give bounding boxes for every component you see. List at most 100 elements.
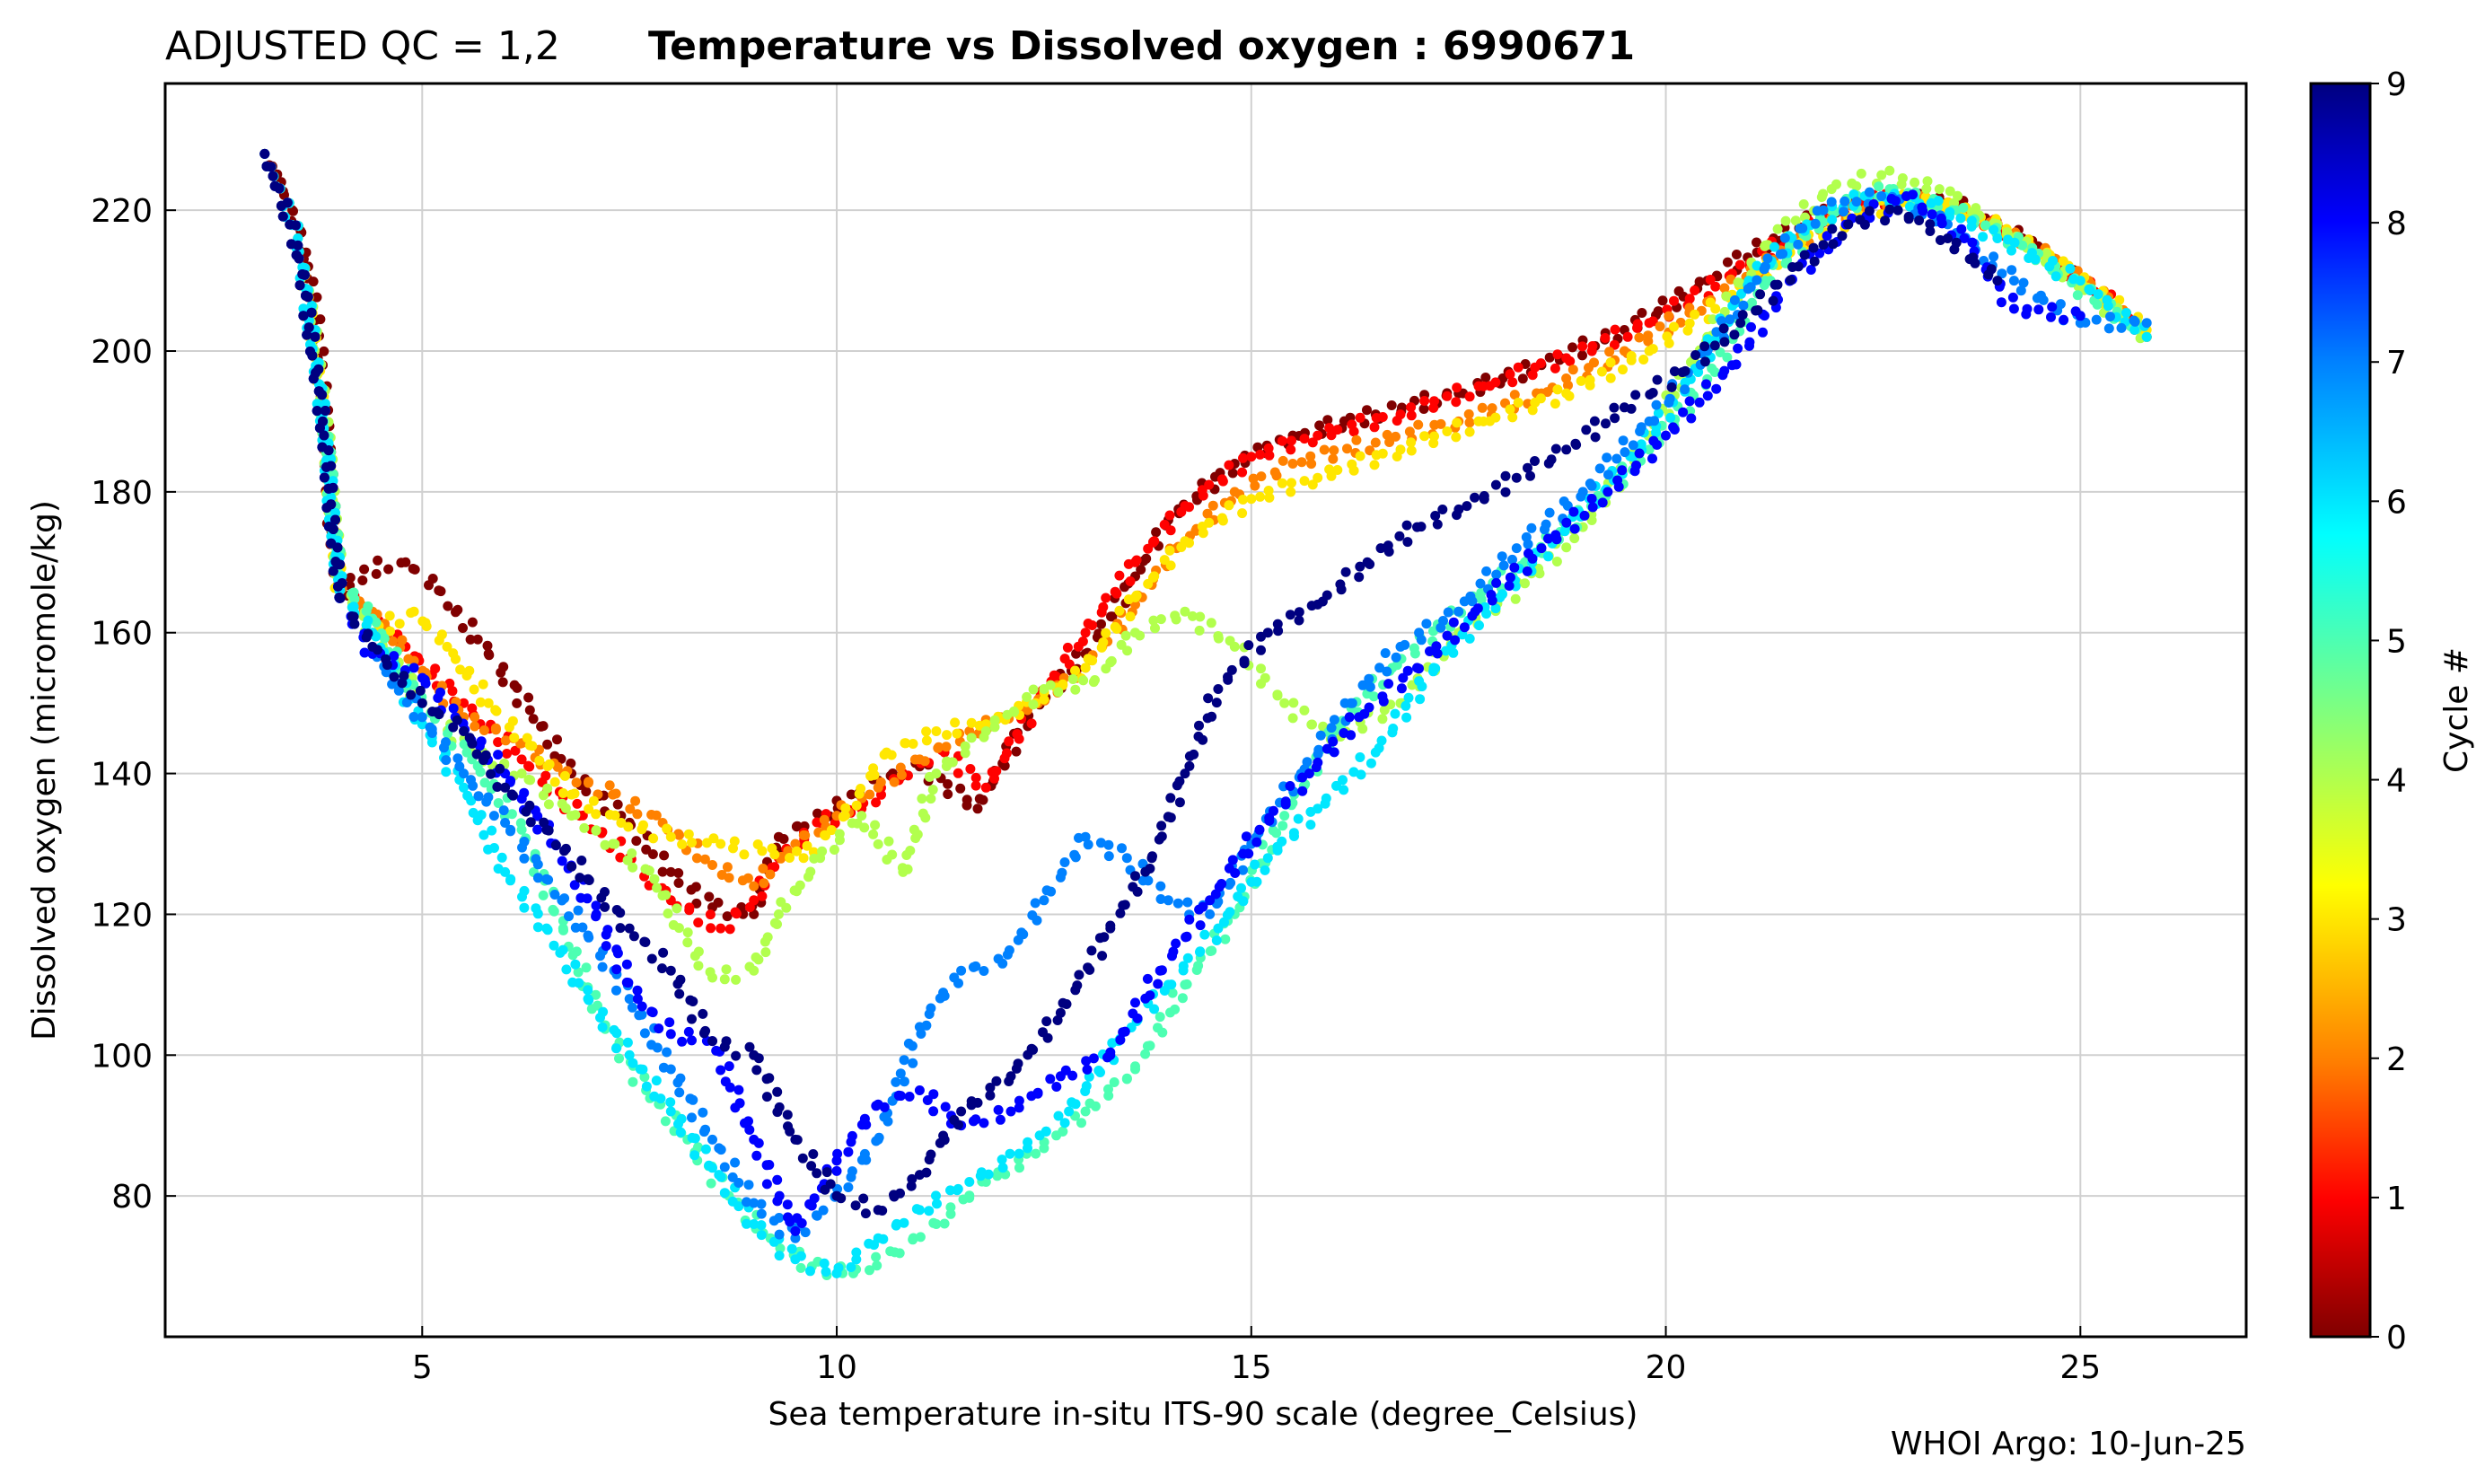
data-point	[970, 772, 981, 783]
data-point	[1603, 470, 1613, 480]
data-point	[302, 329, 312, 340]
data-point	[919, 756, 930, 767]
data-point	[500, 782, 511, 793]
data-point	[1148, 572, 1158, 583]
data-point	[1137, 858, 1148, 869]
data-point	[1164, 545, 1175, 556]
data-point	[819, 1258, 830, 1269]
data-point	[1229, 641, 1240, 652]
data-point	[934, 742, 944, 752]
data-point	[559, 846, 569, 856]
data-point	[724, 1082, 735, 1093]
data-point	[839, 811, 850, 821]
data-point	[572, 798, 583, 809]
data-point	[624, 1049, 635, 1060]
data-point	[907, 1041, 918, 1051]
data-point	[734, 1098, 745, 1109]
data-point	[1414, 663, 1424, 674]
data-point	[493, 750, 504, 760]
data-point	[716, 923, 726, 934]
data-point	[859, 1148, 870, 1159]
data-point	[1182, 897, 1193, 908]
data-point	[1618, 435, 1629, 446]
data-point	[821, 1267, 831, 1278]
data-point	[1647, 316, 1658, 327]
data-point	[1809, 256, 1820, 267]
x-tick-label: 15	[1231, 1349, 1272, 1386]
data-point	[858, 1193, 869, 1204]
data-point	[879, 1102, 890, 1112]
x-tick-label: 20	[1646, 1349, 1687, 1386]
data-point	[498, 662, 509, 672]
data-point	[1067, 1070, 1078, 1081]
data-point	[1083, 962, 1093, 973]
data-point	[486, 768, 496, 779]
data-point	[798, 853, 809, 864]
data-point	[782, 1199, 793, 1210]
data-point	[1026, 1043, 1037, 1054]
data-point	[693, 946, 704, 957]
data-point	[1378, 696, 1389, 707]
data-point	[1374, 742, 1384, 753]
data-point	[1600, 333, 1611, 343]
data-point	[1644, 444, 1655, 455]
data-point	[800, 1227, 811, 1238]
data-point	[1432, 519, 1443, 530]
data-point	[891, 1076, 901, 1087]
data-point	[1147, 851, 1157, 862]
data-point	[1451, 397, 1462, 408]
data-point	[1070, 684, 1081, 695]
data-point	[1527, 405, 1538, 416]
data-point	[743, 1180, 754, 1190]
data-point	[1377, 714, 1388, 724]
data-point	[1376, 735, 1387, 746]
data-point	[760, 947, 771, 958]
data-point	[1041, 1016, 1052, 1027]
data-point	[1145, 864, 1155, 874]
data-point	[1779, 233, 1790, 243]
data-point	[2018, 277, 2029, 288]
data-point	[1734, 259, 1745, 270]
data-point	[1626, 351, 1637, 361]
data-point	[584, 995, 594, 1005]
data-point	[583, 985, 593, 996]
data-point	[1569, 533, 1580, 544]
data-point	[610, 810, 620, 821]
data-point	[528, 714, 539, 724]
data-point	[1966, 215, 1977, 226]
data-point	[540, 770, 551, 781]
data-point	[570, 959, 581, 970]
data-point	[1762, 253, 1773, 264]
data-point	[716, 839, 726, 849]
data-point	[1012, 729, 1023, 740]
data-point	[1419, 396, 1430, 406]
data-point	[584, 803, 594, 814]
data-point	[782, 1110, 793, 1120]
data-point	[315, 314, 326, 325]
data-point	[1163, 812, 1173, 822]
data-point	[1799, 250, 1810, 260]
data-point	[1432, 648, 1443, 659]
data-point	[1690, 285, 1700, 295]
data-point	[1090, 675, 1100, 685]
data-point	[319, 346, 329, 356]
data-point	[259, 148, 270, 159]
data-point	[1684, 318, 1695, 329]
data-point	[1364, 702, 1374, 713]
data-point	[1760, 261, 1770, 272]
data-point	[772, 1107, 783, 1118]
data-point	[753, 1053, 764, 1064]
data-point	[1576, 375, 1586, 386]
data-point	[2015, 285, 2026, 296]
data-point	[1387, 727, 1398, 738]
data-point	[1058, 1126, 1068, 1137]
data-point	[947, 757, 958, 768]
data-point	[326, 492, 337, 503]
data-point	[1166, 979, 1177, 990]
data-point	[1255, 491, 1266, 502]
data-point	[1513, 362, 1523, 373]
data-point	[1237, 508, 1248, 519]
data-point	[943, 778, 953, 789]
data-point	[829, 845, 839, 855]
data-point	[1550, 443, 1561, 454]
